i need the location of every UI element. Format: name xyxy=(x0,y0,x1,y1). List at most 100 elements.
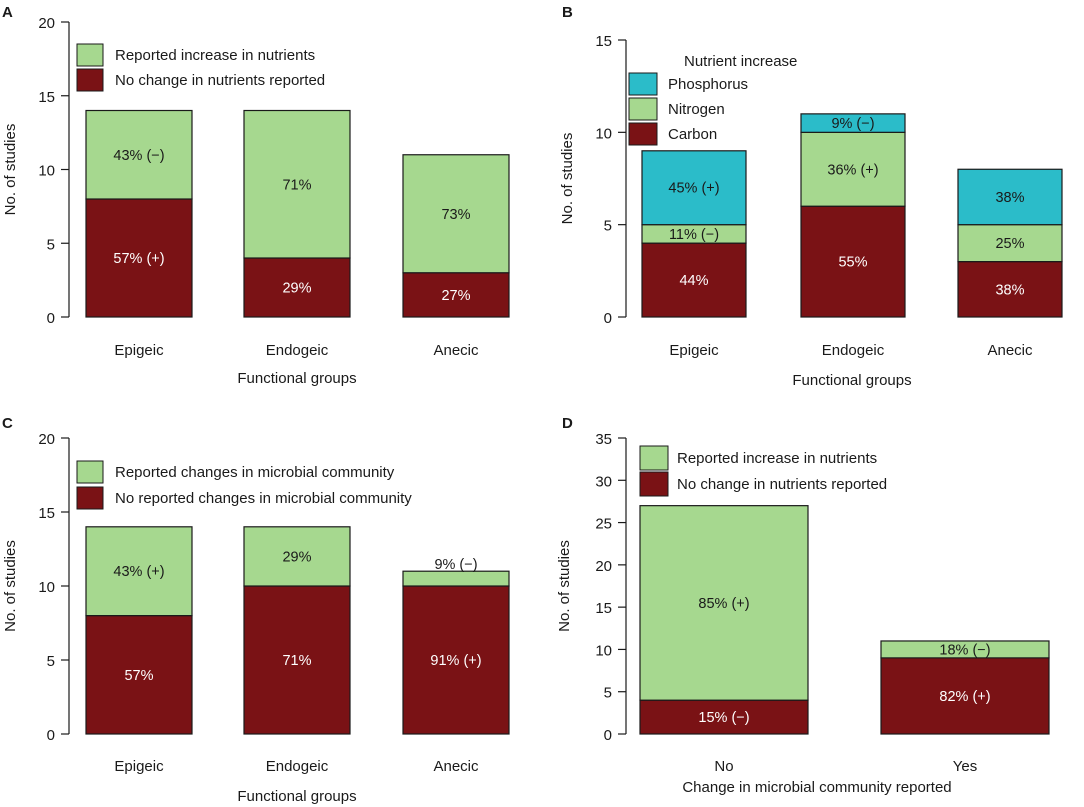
bar-green-endogeic xyxy=(800,131,906,207)
x-tick-label: Epigeic xyxy=(669,342,719,359)
data-label: 73% xyxy=(441,207,470,223)
y-tick-label: 30 xyxy=(595,473,612,490)
legend-label: Carbon xyxy=(668,126,717,143)
y-tick-label: 10 xyxy=(595,125,612,142)
y-tick-label: 15 xyxy=(595,33,612,50)
data-label: 29% xyxy=(282,549,311,565)
legend-swatch xyxy=(76,43,104,67)
data-label: 11% (−) xyxy=(669,227,719,243)
panel-d: D 0 5 10 15 20 25 30 35 No. of studies 15% (−) 85% … xyxy=(556,415,1050,796)
y-tick-label: 0 xyxy=(604,310,612,327)
data-label: 38% xyxy=(995,190,1024,206)
y-tick-label: 10 xyxy=(38,163,55,180)
data-label: 36% (+) xyxy=(827,162,878,178)
bar-green-yes xyxy=(880,640,1050,659)
data-label: 43% (+) xyxy=(113,564,164,580)
legend-label: Phosphorus xyxy=(668,76,748,93)
y-tick-label: 0 xyxy=(47,310,55,327)
bar-green-endogeic xyxy=(243,109,351,259)
panel-a: A 0 5 10 15 20 No. of studies 57% (+) 43% (−) Epi… xyxy=(2,4,510,387)
bar-teal-endogeic xyxy=(800,113,906,133)
data-label: 18% (−) xyxy=(939,642,990,658)
y-axis-label: No. of studies xyxy=(556,540,573,632)
y-tick-label: 0 xyxy=(604,727,612,744)
legend-label: Reported changes in microbial community xyxy=(115,464,395,481)
panel-letter: B xyxy=(562,4,573,21)
bar-red-anecic xyxy=(402,272,510,318)
y-tick-label: 25 xyxy=(595,516,612,533)
data-label: 9% (−) xyxy=(831,116,874,132)
y-tick-label: 5 xyxy=(47,236,55,253)
x-tick-label: No xyxy=(714,758,733,775)
x-tick-label: Endogeic xyxy=(266,758,329,775)
legend-swatch xyxy=(628,72,658,96)
panel-b: B 0 5 10 15 No. of studies 44% 11% (−) 45% (+) Ep… xyxy=(559,4,1063,389)
data-label: 85% (+) xyxy=(698,596,749,612)
panel-c: C 0 5 10 15 20 No. of studies 57% 43% (+) Epigeic… xyxy=(2,415,510,805)
legend-label: Reported increase in nutrients xyxy=(115,47,315,64)
panel-letter: C xyxy=(2,415,13,432)
x-tick-label: Endogeic xyxy=(822,342,885,359)
bar-red-endogeic xyxy=(800,205,906,318)
legend-label: No reported changes in microbial communi… xyxy=(115,490,412,507)
data-label: 43% (−) xyxy=(113,148,164,164)
legend-swatch xyxy=(628,122,658,146)
bar-green-anecic xyxy=(402,570,510,587)
y-tick-label: 5 xyxy=(604,685,612,702)
panel-letter: D xyxy=(562,415,573,432)
bar-green-no xyxy=(639,505,809,701)
y-tick-label: 15 xyxy=(38,89,55,106)
y-axis-label: No. of studies xyxy=(2,124,19,216)
data-label: 55% xyxy=(838,255,867,271)
data-label: 25% xyxy=(995,236,1024,252)
bar-green-epigeic xyxy=(85,109,193,200)
bar-red-anecic xyxy=(402,585,510,735)
x-axis-label: Functional groups xyxy=(792,372,911,389)
data-label: 71% xyxy=(282,177,311,193)
bar-teal-anecic xyxy=(957,168,1063,226)
data-label: 9% (−) xyxy=(434,557,477,573)
bar-green-anecic xyxy=(957,224,1063,263)
bar-teal-epigeic xyxy=(641,150,747,226)
legend-label: No change in nutrients reported xyxy=(677,476,887,493)
y-tick-label: 20 xyxy=(38,431,55,448)
x-tick-label: Anecic xyxy=(433,342,479,359)
data-label: 57% xyxy=(124,668,153,684)
data-label: 57% (+) xyxy=(113,251,164,267)
y-axis-label: No. of studies xyxy=(2,540,19,632)
legend-label: Reported increase in nutrients xyxy=(677,450,877,467)
legend-label: Nitrogen xyxy=(668,101,725,118)
data-label: 45% (+) xyxy=(668,181,719,197)
bar-green-endogeic xyxy=(243,526,351,587)
data-label: 44% xyxy=(679,273,708,289)
x-tick-label: Anecic xyxy=(433,758,479,775)
x-tick-label: Epigeic xyxy=(114,758,164,775)
legend-swatch xyxy=(76,460,104,484)
data-label: 82% (+) xyxy=(939,689,990,705)
y-tick-label: 5 xyxy=(47,653,55,670)
y-tick-label: 10 xyxy=(38,579,55,596)
x-axis-label: Functional groups xyxy=(237,370,356,387)
x-axis-label: Functional groups xyxy=(237,788,356,805)
legend-swatch xyxy=(76,68,104,92)
y-tick-label: 20 xyxy=(595,558,612,575)
x-tick-label: Endogeic xyxy=(266,342,329,359)
bar-red-endogeic xyxy=(243,585,351,735)
bar-green-anecic xyxy=(402,154,510,274)
legend-swatch xyxy=(639,445,669,471)
y-tick-label: 35 xyxy=(595,431,612,448)
x-tick-label: Epigeic xyxy=(114,342,164,359)
x-tick-label: Anecic xyxy=(987,342,1033,359)
legend-swatch xyxy=(628,97,658,121)
data-label: 29% xyxy=(282,281,311,297)
data-label: 71% xyxy=(282,653,311,669)
bar-red-epigeic xyxy=(85,198,193,318)
data-label: 91% (+) xyxy=(430,653,481,669)
data-label: 27% xyxy=(441,288,470,304)
x-tick-label: Yes xyxy=(953,758,977,775)
bar-green-epigeic xyxy=(85,526,193,617)
legend-title: Nutrient increase xyxy=(684,53,797,70)
y-tick-label: 0 xyxy=(47,727,55,744)
bar-red-epigeic xyxy=(85,614,193,735)
